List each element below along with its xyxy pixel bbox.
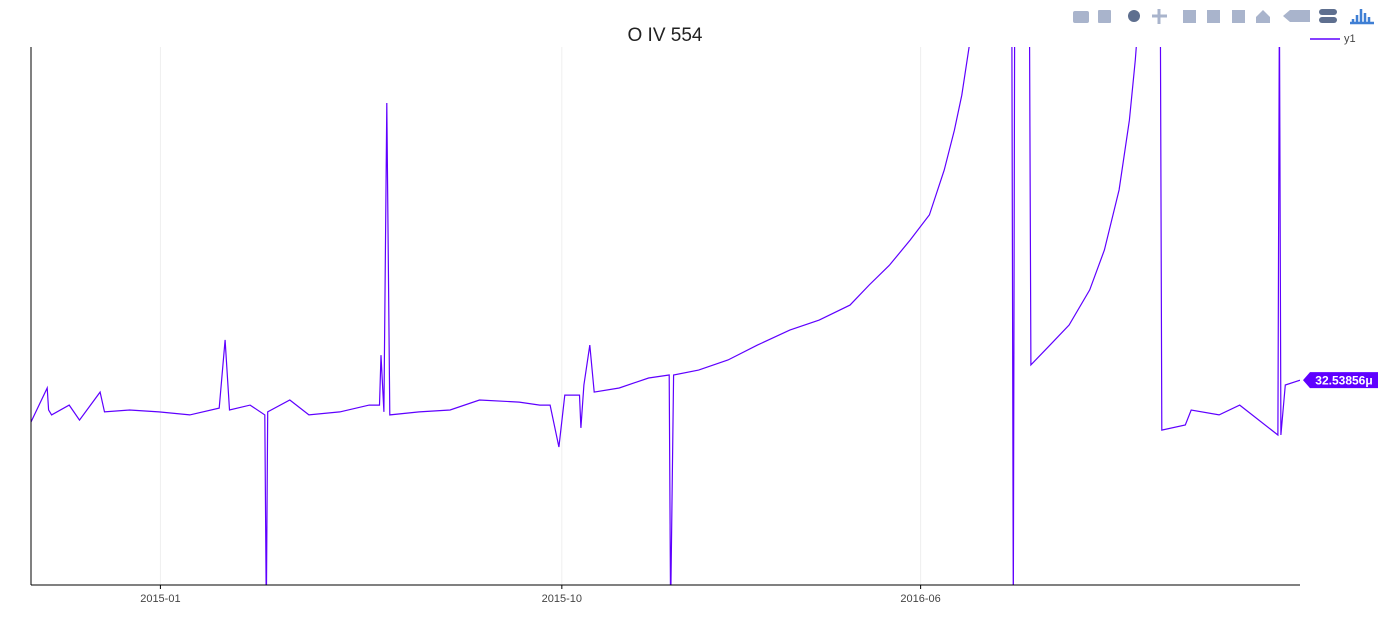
zoom-in-icon[interactable]	[1183, 10, 1196, 23]
zoom-icon[interactable]	[1128, 10, 1140, 22]
overlay: 2015-01 2015-10 2016-06 y1 32.53856μ	[140, 33, 1378, 605]
hover-icon[interactable]	[1319, 9, 1337, 15]
x-tick-label: 2015-10	[542, 593, 582, 605]
plot-area	[31, 47, 1300, 585]
hover-icon[interactable]	[1319, 17, 1337, 23]
spike-icon[interactable]	[1283, 10, 1310, 22]
hover-label: 32.53856μ	[1315, 373, 1372, 387]
grid	[159, 47, 922, 585]
x-tick-label: 2015-01	[140, 593, 180, 605]
reset-icon[interactable]	[1256, 10, 1270, 23]
toolbar[interactable]	[1073, 9, 1374, 25]
plotly-logo[interactable]	[1350, 9, 1374, 25]
x-tick-label: 2016-06	[900, 593, 940, 605]
chart-title: O IV 554	[628, 25, 703, 46]
autoscale-icon[interactable]	[1232, 10, 1245, 23]
zoom-out-icon[interactable]	[1207, 10, 1220, 23]
hover-label-box	[1303, 372, 1378, 389]
pan-icon[interactable]	[1152, 9, 1167, 24]
camera-icon[interactable]	[1073, 11, 1089, 23]
series-line	[31, 47, 1300, 585]
legend-label: y1	[1344, 33, 1356, 45]
save-icon[interactable]	[1098, 10, 1111, 23]
